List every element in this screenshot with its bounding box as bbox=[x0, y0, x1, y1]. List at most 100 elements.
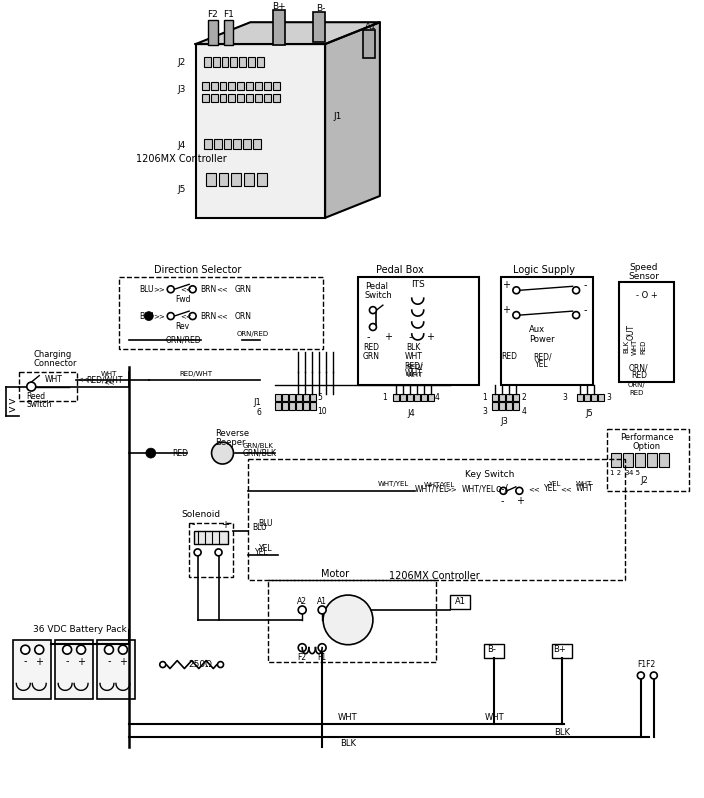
Bar bbox=[253, 140, 261, 149]
Polygon shape bbox=[325, 22, 380, 218]
Text: -: - bbox=[366, 332, 370, 342]
Text: RED: RED bbox=[641, 340, 647, 354]
Bar bbox=[611, 453, 621, 467]
Circle shape bbox=[34, 646, 44, 654]
Text: 3: 3 bbox=[482, 407, 487, 416]
Circle shape bbox=[104, 646, 113, 654]
Text: BRN: BRN bbox=[201, 285, 217, 294]
Bar bbox=[256, 93, 263, 101]
Text: WHT: WHT bbox=[405, 369, 422, 378]
Bar bbox=[19, 372, 77, 401]
Bar bbox=[213, 140, 222, 149]
Text: 6: 6 bbox=[256, 408, 261, 417]
Bar bbox=[407, 393, 413, 401]
Text: +: + bbox=[384, 332, 392, 342]
Bar bbox=[196, 44, 325, 218]
Text: Switch: Switch bbox=[26, 400, 51, 409]
Bar bbox=[208, 20, 218, 45]
Bar bbox=[310, 393, 316, 401]
Bar bbox=[234, 140, 241, 149]
Circle shape bbox=[21, 646, 30, 654]
Bar bbox=[13, 640, 51, 699]
Text: ORN/: ORN/ bbox=[628, 381, 646, 388]
Text: F1: F1 bbox=[223, 10, 234, 19]
Bar bbox=[635, 453, 645, 467]
Text: -: - bbox=[23, 657, 27, 666]
Text: BLU: BLU bbox=[253, 523, 267, 532]
Text: +: + bbox=[77, 657, 85, 666]
Text: RED/: RED/ bbox=[533, 352, 551, 361]
Text: 3: 3 bbox=[624, 470, 629, 476]
Text: ORN: ORN bbox=[234, 311, 251, 321]
Text: Motor: Motor bbox=[321, 569, 349, 579]
Text: Option: Option bbox=[633, 441, 661, 451]
Text: Connector: Connector bbox=[33, 359, 77, 368]
Text: Aux: Aux bbox=[529, 326, 546, 334]
Text: BLK: BLK bbox=[407, 343, 421, 353]
Text: Fwd: Fwd bbox=[175, 294, 190, 304]
Text: RED/: RED/ bbox=[404, 361, 423, 370]
Text: RED: RED bbox=[629, 389, 644, 396]
Bar bbox=[249, 459, 625, 580]
Text: +: + bbox=[516, 496, 524, 506]
Text: 250Ω: 250Ω bbox=[189, 660, 213, 669]
Bar bbox=[591, 393, 597, 401]
Bar bbox=[275, 393, 282, 401]
Text: A2: A2 bbox=[297, 597, 307, 606]
Bar bbox=[598, 393, 604, 401]
Text: GRN: GRN bbox=[234, 285, 251, 294]
Bar bbox=[400, 393, 406, 401]
Bar bbox=[244, 140, 251, 149]
Circle shape bbox=[118, 646, 127, 654]
Bar bbox=[273, 10, 285, 45]
Text: 1 2: 1 2 bbox=[610, 470, 622, 476]
Text: RED/WHT: RED/WHT bbox=[87, 375, 123, 384]
Bar bbox=[289, 393, 295, 401]
Text: >>: >> bbox=[153, 313, 165, 319]
Text: J2: J2 bbox=[640, 476, 648, 485]
Bar bbox=[268, 580, 436, 662]
Bar bbox=[230, 57, 237, 67]
Bar bbox=[189, 523, 234, 577]
Text: <<: << bbox=[77, 377, 89, 382]
Circle shape bbox=[168, 286, 174, 293]
Circle shape bbox=[160, 662, 165, 668]
Text: 4: 4 bbox=[434, 393, 439, 402]
Circle shape bbox=[218, 662, 223, 668]
Text: Logic Supply: Logic Supply bbox=[513, 266, 575, 275]
Bar bbox=[296, 393, 302, 401]
Text: -: - bbox=[408, 332, 412, 342]
Bar bbox=[499, 402, 505, 410]
Bar bbox=[206, 173, 215, 186]
Text: WHT: WHT bbox=[484, 713, 504, 721]
Text: Pedal: Pedal bbox=[365, 282, 388, 290]
Bar bbox=[501, 278, 593, 385]
Bar bbox=[623, 453, 633, 467]
Circle shape bbox=[572, 312, 579, 318]
Text: F1: F1 bbox=[318, 653, 327, 662]
Bar bbox=[229, 93, 235, 101]
Text: -: - bbox=[107, 657, 111, 666]
Bar bbox=[659, 453, 669, 467]
Text: 5: 5 bbox=[317, 393, 322, 402]
Circle shape bbox=[513, 286, 520, 294]
Text: YEL: YEL bbox=[258, 544, 272, 553]
Circle shape bbox=[194, 549, 201, 556]
Text: WHT/YEL: WHT/YEL bbox=[378, 481, 410, 487]
Bar bbox=[203, 57, 210, 67]
Circle shape bbox=[513, 312, 520, 318]
Text: -: - bbox=[192, 519, 196, 530]
Text: Rev: Rev bbox=[175, 322, 190, 330]
Bar bbox=[223, 140, 232, 149]
Text: Charging: Charging bbox=[33, 350, 72, 359]
Bar bbox=[55, 640, 93, 699]
Bar bbox=[239, 57, 246, 67]
Bar bbox=[210, 93, 218, 101]
Text: Solenoid: Solenoid bbox=[181, 510, 220, 519]
Bar bbox=[506, 402, 513, 410]
Bar bbox=[499, 393, 505, 401]
Text: B+: B+ bbox=[553, 645, 565, 654]
Bar bbox=[282, 393, 288, 401]
Bar bbox=[584, 393, 590, 401]
Text: BLK: BLK bbox=[554, 728, 570, 737]
